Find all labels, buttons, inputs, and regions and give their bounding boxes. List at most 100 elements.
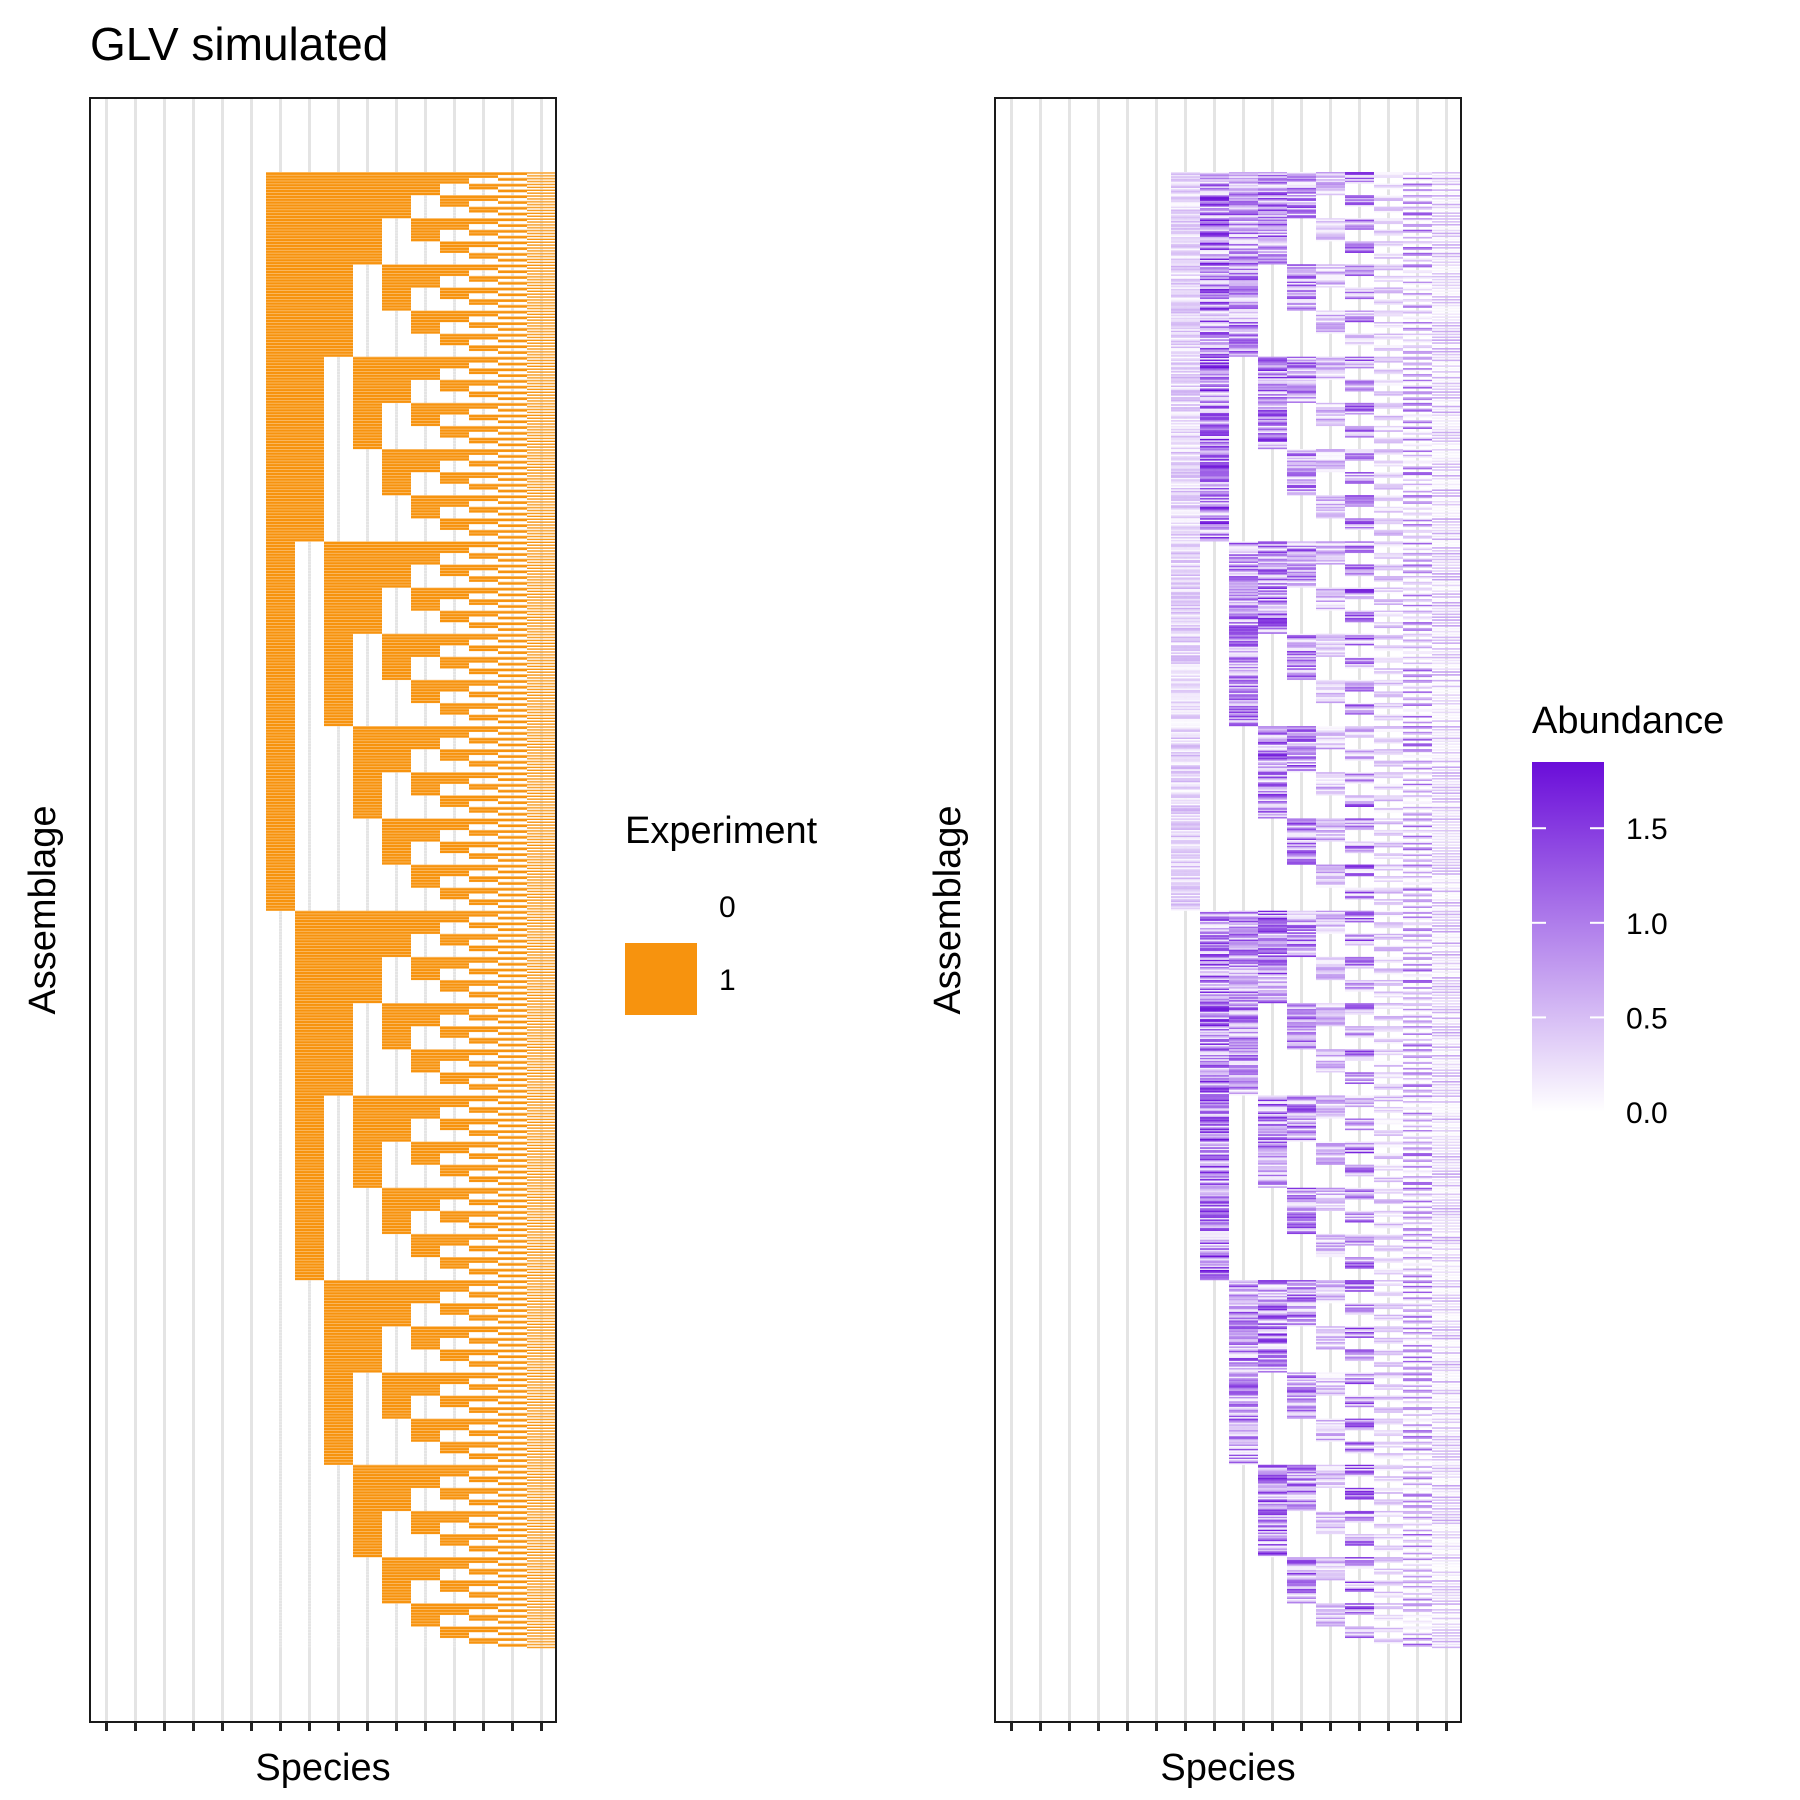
experiment-cell — [498, 506, 527, 510]
abundance-cell — [1200, 972, 1229, 975]
abundance-cell — [1287, 1379, 1316, 1382]
abundance-cell — [1229, 238, 1258, 240]
abundance-cell — [1258, 225, 1287, 227]
experiment-cell — [527, 1603, 556, 1605]
experiment-cell — [498, 310, 527, 314]
abundance-cell — [1200, 472, 1229, 474]
abundance-cell — [1345, 773, 1374, 776]
abundance-cell — [1258, 565, 1287, 568]
abundance-cell — [1345, 819, 1374, 822]
abundance-cell — [1229, 1340, 1258, 1343]
experiment-cell — [498, 489, 527, 493]
abundance-cell — [1229, 685, 1258, 688]
abundance-cell — [1200, 1119, 1229, 1122]
row-stripe — [266, 301, 556, 303]
row-stripe — [266, 749, 556, 750]
abundance-cell — [1287, 1412, 1316, 1415]
abundance-cell — [1316, 547, 1345, 549]
abundance-cell — [1258, 254, 1287, 256]
abundance-cell — [1287, 1405, 1316, 1408]
abundance-cell — [1258, 1518, 1287, 1520]
abundance-cell — [1229, 1037, 1258, 1040]
abundance-cell — [1258, 219, 1287, 222]
abundance-cell — [1258, 1529, 1287, 1532]
abundance-cell — [1171, 199, 1200, 202]
experiment-cell — [498, 1591, 527, 1595]
abundance-cell — [1171, 785, 1200, 787]
abundance-cell — [1200, 512, 1229, 515]
abundance-cell — [1287, 450, 1316, 453]
abundance-cell — [1200, 1109, 1229, 1112]
abundance-cell — [1258, 1163, 1287, 1165]
abundance-cell — [1171, 196, 1200, 199]
abundance-cell — [1200, 440, 1229, 442]
experiment-cell — [527, 777, 556, 780]
experiment-cell — [498, 1060, 527, 1064]
row-stripe — [266, 893, 556, 895]
abundance-cell — [1229, 659, 1258, 662]
experiment-cell — [527, 1285, 556, 1288]
abundance-cell — [1171, 909, 1200, 911]
abundance-cell — [1287, 1026, 1316, 1028]
experiment-cell — [527, 925, 556, 927]
abundance-cell — [1345, 684, 1374, 686]
row-stripe — [266, 1017, 556, 1019]
experiment-cell — [527, 1534, 556, 1536]
abundance-cell — [1316, 499, 1345, 502]
legend-key-0 — [625, 875, 697, 935]
abundance-cell — [1287, 548, 1316, 551]
experiment-cell — [527, 726, 556, 728]
abundance-cell — [1229, 1065, 1258, 1067]
abundance-cell — [1171, 565, 1200, 568]
abundance-cell — [1287, 477, 1316, 480]
row-stripe — [266, 916, 556, 918]
row-stripe — [266, 991, 556, 993]
experiment-cell — [527, 1444, 556, 1447]
abundance-cell — [1287, 938, 1316, 940]
abundance-cell — [1258, 366, 1287, 369]
abundance-cell — [1345, 941, 1374, 943]
experiment-cell — [498, 847, 527, 851]
row-stripe — [266, 622, 556, 623]
abundance-cell — [1345, 736, 1374, 738]
abundance-cell — [1316, 1562, 1345, 1565]
experiment-cell — [498, 1043, 527, 1047]
abundance-cell — [1316, 366, 1345, 369]
experiment-cell — [498, 1297, 527, 1301]
abundance-cell — [1316, 184, 1345, 187]
experiment-cell — [527, 379, 556, 382]
abundance-cell — [1171, 705, 1200, 708]
abundance-cell — [1200, 255, 1229, 258]
abundance-cell — [1258, 1545, 1287, 1548]
abundance-cell — [1316, 1522, 1345, 1525]
abundance-cell — [1316, 651, 1345, 653]
abundance-cell — [1258, 789, 1287, 792]
abundance-cell — [1171, 734, 1200, 737]
abundance-cell — [1171, 525, 1200, 528]
row-stripe — [266, 786, 556, 788]
abundance-cell — [1287, 1121, 1316, 1123]
row-stripe — [266, 1643, 556, 1645]
abundance-cell — [1229, 574, 1258, 577]
abundance-cell — [1258, 1509, 1287, 1512]
row-stripe — [266, 229, 556, 231]
abundance-cell — [1287, 1575, 1316, 1578]
row-stripe — [266, 258, 556, 260]
abundance-cell — [1345, 594, 1374, 597]
abundance-cell — [1345, 411, 1374, 414]
experiment-cell — [498, 287, 527, 291]
abundance-cell — [1200, 1232, 1229, 1235]
row-stripe — [266, 1415, 556, 1417]
abundance-cell — [1258, 596, 1287, 598]
abundance-cell — [1200, 1199, 1229, 1201]
abundance-cell — [1171, 819, 1200, 822]
experiment-cell — [527, 991, 556, 994]
abundance-cell — [1258, 172, 1287, 174]
abundance-cell — [1171, 548, 1200, 551]
abundance-cell — [1258, 1548, 1287, 1551]
abundance-cell — [1200, 1233, 1229, 1236]
abundance-cell — [1171, 287, 1200, 290]
abundance-cell — [1200, 339, 1229, 341]
abundance-cell — [1258, 427, 1287, 429]
experiment-cell — [527, 339, 556, 342]
